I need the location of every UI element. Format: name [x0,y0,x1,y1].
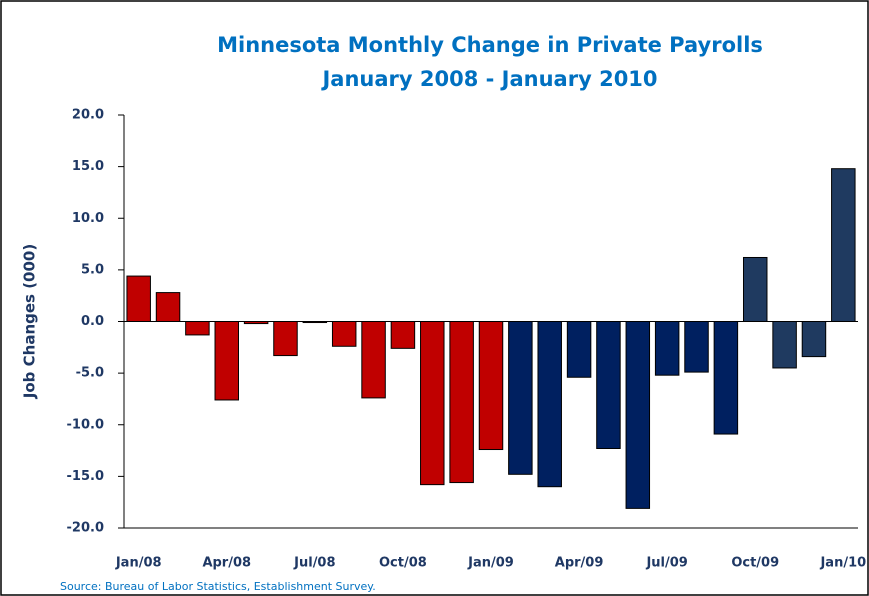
bar [185,321,210,336]
bar [478,321,504,451]
x-tick-label: Jul/08 [293,556,335,571]
bar [772,321,797,369]
y-tick-label: -5.0 [76,366,104,381]
bar [390,321,416,349]
bar [273,321,298,357]
x-tick-label: Jul/09 [645,556,687,571]
x-tick-label: Jan/09 [467,556,514,571]
bar [214,321,240,401]
y-tick-label: 0.0 [81,314,104,329]
bar [126,275,151,323]
bar [596,321,621,449]
chart-subtitle: January 2008 - January 2010 [320,67,657,91]
y-tick-label: 5.0 [81,262,104,277]
bar [566,321,592,378]
y-tick-label: -20.0 [67,521,104,536]
bar [625,321,651,509]
x-tick-label: Oct/08 [379,556,427,571]
bar [742,256,768,322]
bar [713,321,739,435]
bar [155,292,181,322]
bar [508,321,533,475]
y-tick-label: 15.0 [72,159,104,174]
x-tick-label: Apr/08 [202,556,251,571]
bar [361,321,386,399]
x-tick-label: Oct/09 [731,556,779,571]
bar [684,321,709,373]
x-tick-label: Jan/08 [115,556,162,571]
source-note: Source: Bureau of Labor Statistics, Esta… [60,580,376,593]
bar [537,321,562,488]
y-tick-label: -15.0 [67,469,104,484]
y-axis-label: Job Changes (000) [21,244,39,399]
bar [831,168,856,322]
chart-title: Minnesota Monthly Change in Private Payr… [217,33,763,57]
x-tick-label: Jan/10 [819,556,866,571]
y-tick-label: 10.0 [72,211,104,226]
bar [801,321,827,358]
bar [331,321,357,347]
y-tick-label: 20.0 [72,108,104,123]
y-tick-label: -10.0 [67,417,104,432]
bar [654,321,680,376]
x-tick-label: Apr/09 [555,556,604,571]
bar [420,321,445,486]
bar [449,321,474,484]
